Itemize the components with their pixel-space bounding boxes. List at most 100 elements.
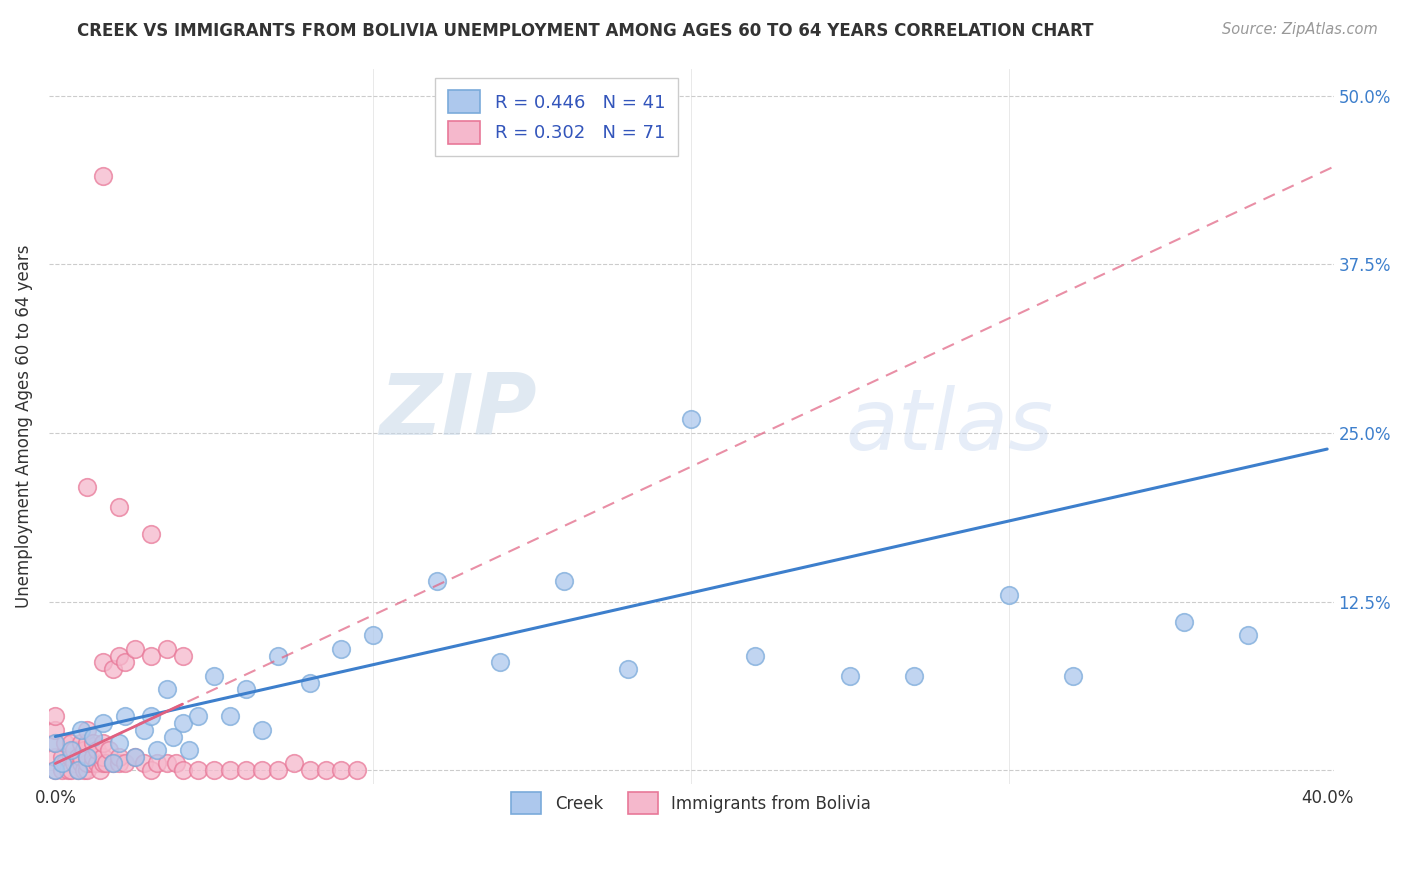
Point <box>73 743 96 757</box>
Point <box>91 736 114 750</box>
Point <box>139 763 162 777</box>
Point <box>91 749 114 764</box>
Point <box>139 527 162 541</box>
Point <box>108 736 131 750</box>
Point <box>114 709 136 723</box>
Point <box>44 749 66 764</box>
Point <box>60 763 83 777</box>
Point <box>76 756 98 771</box>
Point <box>114 655 136 669</box>
Point <box>51 749 73 764</box>
Point <box>298 763 321 777</box>
Point <box>60 743 83 757</box>
Point <box>86 743 108 757</box>
Point <box>172 648 194 663</box>
Point <box>361 628 384 642</box>
Point <box>124 641 146 656</box>
Point <box>489 655 512 669</box>
Point <box>139 648 162 663</box>
Point <box>146 743 169 757</box>
Point <box>744 648 766 663</box>
Point <box>124 749 146 764</box>
Point <box>60 749 83 764</box>
Point <box>82 749 104 764</box>
Point <box>76 723 98 737</box>
Point <box>235 682 257 697</box>
Point <box>124 749 146 764</box>
Point <box>60 736 83 750</box>
Point <box>91 756 114 771</box>
Text: CREEK VS IMMIGRANTS FROM BOLIVIA UNEMPLOYMENT AMONG AGES 60 TO 64 YEARS CORRELAT: CREEK VS IMMIGRANTS FROM BOLIVIA UNEMPLO… <box>77 22 1094 40</box>
Point <box>82 730 104 744</box>
Point <box>139 709 162 723</box>
Point <box>315 763 337 777</box>
Point <box>66 749 89 764</box>
Point <box>1173 615 1195 629</box>
Point <box>172 716 194 731</box>
Point <box>165 756 187 771</box>
Y-axis label: Unemployment Among Ages 60 to 64 years: Unemployment Among Ages 60 to 64 years <box>15 244 32 607</box>
Point <box>146 756 169 771</box>
Point <box>44 763 66 777</box>
Point <box>69 723 91 737</box>
Point <box>616 662 638 676</box>
Point <box>101 756 124 771</box>
Point <box>89 763 111 777</box>
Point <box>91 716 114 731</box>
Legend: Creek, Immigrants from Bolivia: Creek, Immigrants from Bolivia <box>499 780 883 825</box>
Point <box>998 588 1021 602</box>
Point <box>250 723 273 737</box>
Point <box>108 648 131 663</box>
Point <box>134 723 156 737</box>
Point <box>53 736 76 750</box>
Point <box>114 756 136 771</box>
Point <box>69 749 91 764</box>
Point <box>553 574 575 589</box>
Point <box>219 763 242 777</box>
Point <box>250 763 273 777</box>
Point <box>426 574 449 589</box>
Point <box>56 763 79 777</box>
Point <box>44 736 66 750</box>
Text: ZIP: ZIP <box>380 370 537 453</box>
Point <box>903 669 925 683</box>
Point <box>82 756 104 771</box>
Point <box>267 648 290 663</box>
Point <box>76 736 98 750</box>
Point <box>66 763 89 777</box>
Point <box>63 743 86 757</box>
Point <box>1236 628 1258 642</box>
Point <box>101 662 124 676</box>
Point <box>66 763 89 777</box>
Point <box>187 763 209 777</box>
Point <box>681 412 703 426</box>
Point <box>96 756 118 771</box>
Point <box>101 756 124 771</box>
Text: Source: ZipAtlas.com: Source: ZipAtlas.com <box>1222 22 1378 37</box>
Point <box>219 709 242 723</box>
Point <box>44 709 66 723</box>
Point <box>267 763 290 777</box>
Point <box>82 736 104 750</box>
Point <box>91 655 114 669</box>
Point <box>330 763 353 777</box>
Point <box>298 675 321 690</box>
Point <box>98 743 121 757</box>
Point <box>91 169 114 184</box>
Point <box>1062 669 1084 683</box>
Point <box>156 641 179 656</box>
Point <box>76 749 98 764</box>
Point <box>51 756 73 771</box>
Point <box>53 756 76 771</box>
Point <box>69 756 91 771</box>
Point <box>63 756 86 771</box>
Point <box>202 669 225 683</box>
Point <box>187 709 209 723</box>
Point <box>346 763 368 777</box>
Point <box>839 669 862 683</box>
Point <box>76 763 98 777</box>
Point <box>108 500 131 514</box>
Point <box>202 763 225 777</box>
Point <box>177 743 200 757</box>
Point <box>76 480 98 494</box>
